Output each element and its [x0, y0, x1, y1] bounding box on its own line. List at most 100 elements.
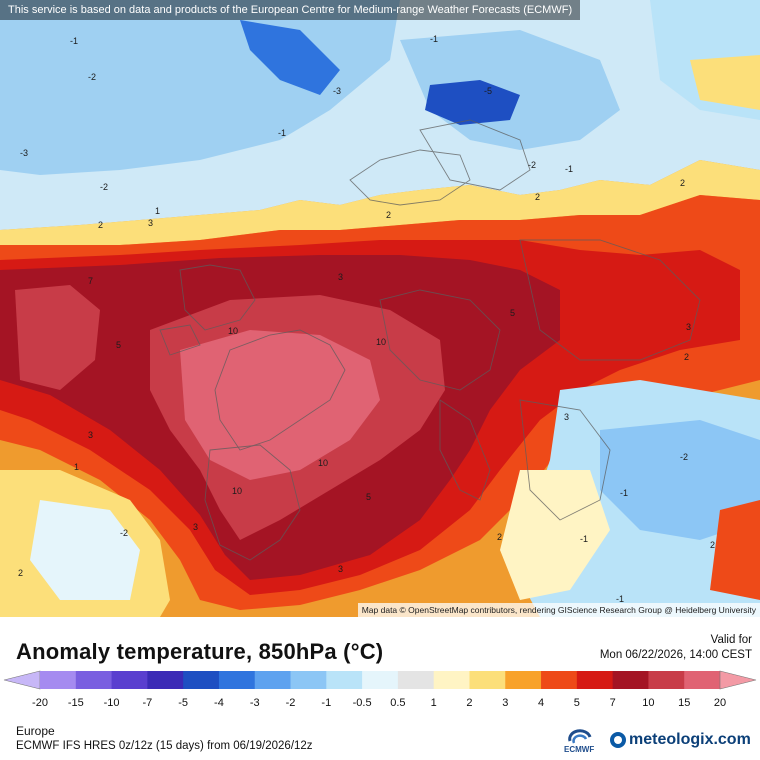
colorbar-tick-label: 0.5 — [390, 697, 406, 709]
colorbar-tick-label: 1 — [430, 697, 437, 709]
colorbar-tick-label: -5 — [178, 697, 189, 709]
anomaly-field: -1 -2 -3 -3 -5 -1 -2 -1 -2 -1 1 2 3 2 2 … — [0, 0, 760, 617]
map-attribution[interactable]: Map data © OpenStreetMap contributors, r… — [357, 603, 760, 617]
contour-label: -2 — [120, 528, 128, 538]
colorbar-tick-label: -1 — [321, 697, 332, 709]
contour-label: -1 — [430, 34, 438, 44]
colorbar-segment — [40, 671, 77, 689]
colorbar-tick-label: -4 — [214, 697, 224, 709]
contour-label: 2 — [684, 352, 689, 362]
forecast-map[interactable]: -1 -2 -3 -3 -5 -1 -2 -1 -2 -1 1 2 3 2 2 … — [0, 0, 760, 617]
contour-label: -2 — [100, 182, 108, 192]
colorbar-segment — [111, 671, 148, 689]
contour-label: 5 — [116, 340, 121, 350]
contour-label: -2 — [680, 452, 688, 462]
contour-label: 3 — [193, 522, 198, 532]
coastlines — [159, 119, 701, 561]
contour-label: 10 — [228, 326, 238, 336]
model-run-label: ECMWF IFS HRES 0z/12z (15 days) from 06/… — [16, 740, 313, 752]
meteologix-brand[interactable]: meteologix.com — [610, 729, 751, 751]
colorbar-segment — [541, 671, 578, 689]
colorbar-tick-label: 4 — [537, 697, 545, 709]
contour-label: 3 — [148, 218, 153, 228]
contour-label: 2 — [710, 540, 715, 550]
colorbar-tick-label: -15 — [67, 697, 84, 709]
contour-label: 2 — [680, 178, 685, 188]
colorbar-tick-label: 20 — [713, 697, 727, 709]
colorbar-segment — [648, 671, 685, 689]
field-west-blob — [15, 285, 100, 390]
colorbar-tick-label: 5 — [573, 697, 580, 709]
contour-label: 3 — [686, 322, 691, 332]
colorbar-tick-label: 3 — [502, 697, 509, 709]
contour-label: 1 — [155, 206, 160, 216]
contour-label: -3 — [333, 86, 341, 96]
contour-label: 3 — [338, 272, 343, 282]
colorbar-segment — [505, 671, 542, 689]
contour-label: 7 — [88, 276, 93, 286]
field-cold-core-1 — [240, 20, 340, 95]
meteologix-logo-icon — [610, 732, 626, 748]
contour-label: 1 — [74, 462, 79, 472]
contour-label: 2 — [497, 532, 502, 542]
contour-label: 10 — [376, 337, 386, 347]
field-transition — [0, 160, 760, 245]
colorbar-segment — [469, 671, 506, 689]
colorbar-segment — [183, 671, 220, 689]
contour-label: -1 — [616, 594, 624, 604]
colorbar-segment — [433, 671, 470, 689]
colorbar-tick-label: 10 — [642, 697, 655, 709]
colorbar-tick-label: 2 — [466, 697, 473, 709]
colorbar-segment — [254, 671, 292, 689]
meteologix-brand-text[interactable]: meteologix.com — [629, 731, 751, 748]
ecmwf-disclaimer-banner: This service is based on data and produc… — [0, 0, 581, 20]
colorbar-tick-label: -10 — [103, 697, 120, 709]
contour-label: 3 — [338, 564, 343, 574]
contour-label: 5 — [510, 308, 515, 318]
ecmwf-label: ECMWF — [564, 745, 595, 754]
contour-label: -1 — [620, 488, 628, 498]
colorbar-segment — [612, 671, 649, 689]
contour-label: -2 — [88, 72, 96, 82]
colorbar-segment — [75, 671, 113, 689]
contour-label: -3 — [20, 148, 28, 158]
field-aegean — [500, 470, 610, 600]
contour-label: -1 — [580, 534, 588, 544]
contour-label: 10 — [318, 458, 328, 468]
colorbar-segment — [362, 671, 399, 689]
valid-for-label: Valid for — [710, 634, 752, 646]
colorbar-tick-label: -3 — [249, 697, 260, 709]
field-pale-east — [690, 55, 760, 110]
colorbar-tick-label: -0.5 — [352, 697, 372, 709]
contour-labels: -1 -2 -3 -3 -5 -1 -2 -1 -2 -1 1 2 3 2 2 … — [18, 34, 715, 604]
chart-title: Anomaly temperature, 850hPa (°C) — [16, 639, 384, 664]
contour-label: 10 — [232, 486, 242, 496]
colorbar-tick-label: 15 — [678, 697, 691, 709]
field-anomaly-15 — [180, 330, 380, 480]
field-atlantic-south-2 — [30, 500, 140, 600]
colorbar-segment — [326, 671, 363, 689]
contour-label: 3 — [88, 430, 93, 440]
colorbar-segment — [576, 671, 614, 689]
contour-label: 3 — [564, 412, 569, 422]
colorbar-tick-label: 7 — [609, 697, 616, 709]
colorbar — [3, 670, 757, 690]
contour-label: 2 — [386, 210, 391, 220]
valid-date: Mon 06/22/2026, 14:00 CEST — [599, 649, 752, 661]
field-cold-core-2 — [425, 80, 520, 125]
contour-label: -1 — [565, 164, 573, 174]
contour-label: 2 — [98, 220, 103, 230]
contour-label: -2 — [528, 160, 536, 170]
colorbar-segment — [147, 671, 184, 689]
contour-label: -1 — [70, 36, 78, 46]
colorbar-tick-label: -2 — [285, 697, 296, 709]
field-se-warm — [710, 500, 760, 600]
colorbar-tick-label: -20 — [32, 697, 48, 709]
colorbar-segment — [397, 671, 435, 689]
colorbar-segment — [218, 671, 256, 689]
region-label: Europe — [16, 724, 55, 738]
contour-label: -1 — [278, 128, 286, 138]
colorbar-min-arrow — [3, 670, 41, 690]
contour-label: 2 — [535, 192, 540, 202]
colorbar-ticks: -20 -15 -10 -7 -5 -4 -3 -2 -1 -0.5 0.5 1 2 3 4 5 7 10 15 20 — [0, 697, 760, 713]
